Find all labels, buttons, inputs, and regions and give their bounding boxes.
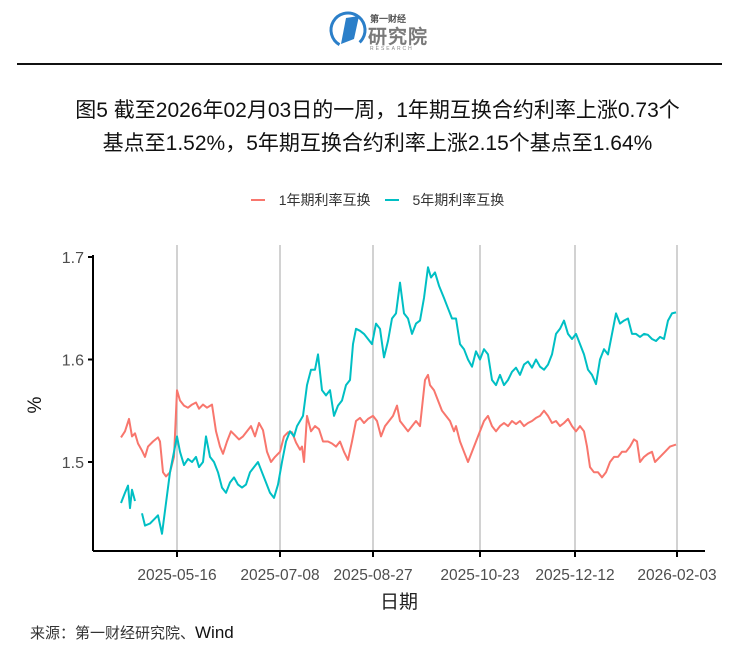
x-tick-label: 2026-02-03 bbox=[637, 567, 716, 584]
chart-title: 图5 截至2026年02月03日的一周，1年期互换合约利率上涨0.73个 基点至… bbox=[0, 94, 755, 160]
x-tick-label: 2025-12-12 bbox=[535, 567, 614, 584]
legend-item-5y: 5年期利率互换 bbox=[384, 190, 505, 210]
logo-emblem-icon bbox=[329, 11, 367, 49]
series-line bbox=[141, 266, 677, 535]
logo-big-text: 研究院 bbox=[368, 27, 429, 48]
x-tick-label: 2025-08-27 bbox=[333, 567, 412, 584]
source-wind: Wind bbox=[195, 623, 234, 642]
series-lines bbox=[120, 266, 677, 535]
x-tick-label: 2025-10-23 bbox=[440, 567, 519, 584]
gridlines bbox=[176, 245, 678, 551]
y-tick-label: 1.6 bbox=[62, 353, 84, 370]
chart-title-line1: 图5 截至2026年02月03日的一周，1年期互换合约利率上涨0.73个 bbox=[75, 99, 680, 122]
source-label: 来源：第一财经研究院、 bbox=[30, 625, 196, 642]
logo-english-text: RESEARCH bbox=[370, 46, 414, 52]
legend-label-1y: 1年期利率互换 bbox=[278, 192, 371, 208]
chart-title-line2: 基点至1.52%，5年期互换合约利率上涨2.15个基点至1.64% bbox=[102, 132, 653, 155]
series-line bbox=[120, 373, 677, 479]
logo-small-text: 第一财经 bbox=[370, 14, 407, 24]
y-tick-label: 1.7 bbox=[62, 250, 84, 267]
header-divider bbox=[17, 63, 722, 65]
legend-item-1y: 1年期利率互换 bbox=[250, 190, 371, 210]
legend-swatch-1y bbox=[250, 199, 265, 201]
x-axis-title: 日期 bbox=[380, 591, 418, 613]
source-note: 来源：第一财经研究院、Wind bbox=[30, 622, 234, 643]
x-tick-label: 2025-07-08 bbox=[240, 567, 319, 584]
axes: 1.5 1.6 1.7 2025-05-16 2025-07-08 2025-08-27 2… bbox=[25, 250, 717, 613]
series-line bbox=[120, 484, 136, 510]
legend: 1年期利率互换 5年期利率互换 bbox=[0, 190, 755, 210]
y-tick-label: 1.5 bbox=[62, 455, 84, 472]
x-tick-label: 2025-05-16 bbox=[137, 567, 216, 584]
legend-label-5y: 5年期利率互换 bbox=[412, 192, 505, 208]
logo: 第一财经 研究院 RESEARCH bbox=[328, 6, 438, 52]
y-axis-title: % bbox=[25, 396, 46, 413]
legend-swatch-5y bbox=[384, 199, 399, 201]
